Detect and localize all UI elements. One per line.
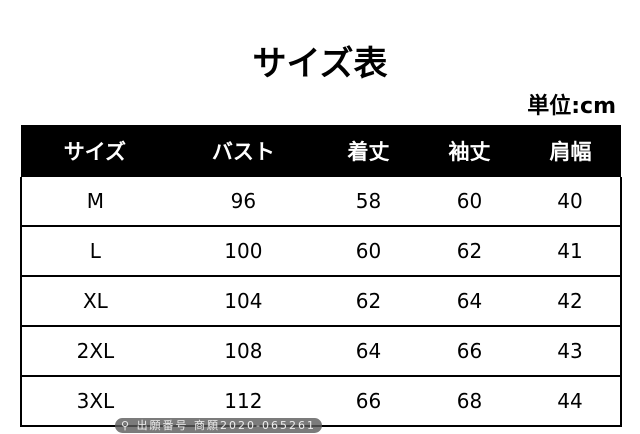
table-cell: 104	[168, 276, 318, 327]
table-cell: 44	[519, 376, 623, 427]
unit-label: 単位:cm	[527, 94, 616, 119]
search-icon: ⚲	[121, 419, 132, 432]
table-cell: 40	[519, 177, 623, 227]
page-title: サイズ表	[252, 44, 388, 84]
header-cell: サイズ	[21, 125, 169, 177]
size-table: サイズ バスト 着丈 袖丈 肩幅 M 96 58 60 40 L 100 60 62 41 XL 10…	[20, 125, 623, 427]
watermark-text: 出願番号 商願2020-065261	[136, 419, 317, 432]
table-cell: 41	[519, 226, 623, 277]
table-cell: 66	[317, 376, 419, 427]
header-cell: 肩幅	[519, 125, 621, 177]
table-header: サイズ バスト 着丈 袖丈 肩幅	[21, 125, 621, 177]
table-cell: 64	[418, 276, 520, 327]
header-cell: 着丈	[317, 125, 419, 177]
watermark: ⚲ 出願番号 商願2020-065261	[115, 418, 323, 433]
table-cell: L	[20, 226, 169, 277]
header-cell: 袖丈	[418, 125, 520, 177]
table-cell: 100	[168, 226, 318, 277]
table-row: 3XL 112 66 68 44	[20, 376, 623, 427]
table-cell: 108	[168, 326, 318, 377]
table-row: M 96 58 60 40	[20, 177, 623, 227]
table-cell: 60	[418, 177, 520, 227]
table-cell: 2XL	[20, 326, 169, 377]
table-cell: 96	[168, 177, 318, 227]
table-row: XL 104 62 64 42	[20, 276, 623, 327]
table-cell: 58	[317, 177, 419, 227]
table-cell: 62	[418, 226, 520, 277]
table-row: L 100 60 62 41	[20, 226, 623, 277]
table-cell: 43	[519, 326, 623, 377]
table-cell: 68	[418, 376, 520, 427]
table-row: 2XL 108 64 66 43	[20, 326, 623, 377]
header-cell: バスト	[168, 125, 318, 177]
table-cell: M	[20, 177, 169, 227]
table-cell: 62	[317, 276, 419, 327]
table-cell: XL	[20, 276, 169, 327]
table-cell: 60	[317, 226, 419, 277]
table-cell: 64	[317, 326, 419, 377]
table-cell: 42	[519, 276, 623, 327]
table-cell: 66	[418, 326, 520, 377]
